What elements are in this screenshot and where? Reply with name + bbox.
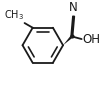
Text: N: N: [69, 1, 78, 14]
Text: OH: OH: [82, 33, 100, 46]
Text: CH$_3$: CH$_3$: [4, 8, 24, 22]
Polygon shape: [63, 35, 73, 45]
